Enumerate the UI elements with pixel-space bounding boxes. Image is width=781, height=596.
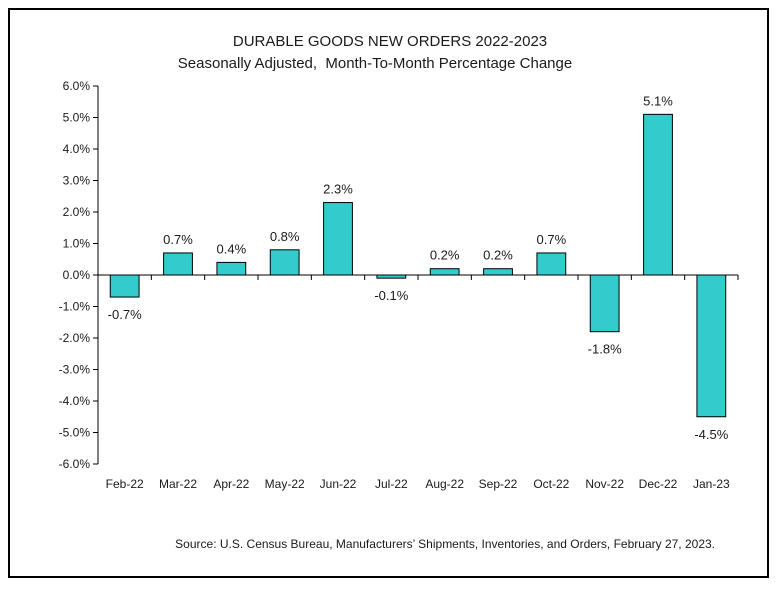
bar (109, 274, 140, 298)
bar (216, 261, 247, 276)
y-tick-label: 4.0% (63, 142, 91, 156)
bars-group: -0.7% 0.7% 0.4% 0.8% 2.3% -0.1% 0.2% 0.2% 0.7% -1… (108, 93, 729, 441)
y-tick-label: 6.0% (63, 79, 91, 93)
x-tick-label: Sep-22 (479, 477, 518, 491)
x-tick-label: Aug-22 (425, 477, 464, 491)
y-tick-label: 5.0% (63, 111, 91, 125)
y-tick-label: -1.0% (59, 300, 91, 314)
data-label: 0.7% (163, 232, 193, 247)
bar (483, 268, 513, 276)
y-tick-label: 3.0% (63, 174, 91, 188)
bar (643, 113, 673, 276)
y-tick-label: 1.0% (63, 237, 91, 251)
x-tick-label: Nov-22 (585, 477, 624, 491)
y-axis: 6.0% 5.0% 4.0% 3.0% 2.0% 1.0% 0.0% -1.0% -2.0% -3… (59, 79, 99, 471)
bar (696, 274, 727, 418)
x-tick-label: Jun-22 (320, 477, 357, 491)
y-tick-label: -3.0% (59, 363, 91, 377)
bar (536, 252, 567, 276)
y-tick-label: -2.0% (59, 331, 91, 345)
y-tick-label: -5.0% (59, 426, 91, 440)
data-label: 0.4% (217, 241, 247, 256)
bar (163, 252, 193, 276)
data-label: -0.1% (374, 288, 408, 303)
bar (269, 249, 300, 276)
x-tick-label: Apr-22 (213, 477, 249, 491)
data-label: 0.7% (537, 232, 567, 247)
x-tick-label: Oct-22 (533, 477, 569, 491)
x-tick-label: Jul-22 (375, 477, 408, 491)
data-label: -1.8% (588, 342, 622, 357)
bar (589, 274, 620, 333)
source-note: Source: U.S. Census Bureau, Manufacturer… (175, 537, 715, 551)
chart-frame (8, 8, 769, 578)
x-tick-label: Mar-22 (159, 477, 197, 491)
y-tick-label: -4.0% (59, 394, 91, 408)
bar (429, 268, 460, 276)
y-tick-label: -6.0% (59, 457, 91, 471)
data-label: 0.8% (270, 229, 300, 244)
data-label: -0.7% (108, 307, 142, 322)
y-tick-label: 2.0% (63, 205, 91, 219)
bar (323, 202, 353, 276)
x-axis: Feb-22 Mar-22 Apr-22 May-22 Jun-22 Jul-22 Aug-… (97, 274, 739, 491)
x-tick-label: May-22 (265, 477, 305, 491)
chart-subtitle: Seasonally Adjusted, Month-To-Month Perc… (178, 55, 572, 72)
y-tick-label: 0.0% (63, 268, 91, 282)
x-tick-label: Jan-23 (693, 477, 730, 491)
data-label: 0.2% (483, 248, 513, 263)
data-label: -4.5% (694, 427, 728, 442)
data-label: 0.2% (430, 248, 460, 263)
data-label: 2.3% (323, 182, 353, 197)
chart-title: DURABLE GOODS NEW ORDERS 2022-2023 (233, 33, 547, 50)
x-tick-label: Dec-22 (639, 477, 678, 491)
data-label: 5.1% (643, 93, 673, 108)
x-tick-label: Feb-22 (106, 477, 144, 491)
